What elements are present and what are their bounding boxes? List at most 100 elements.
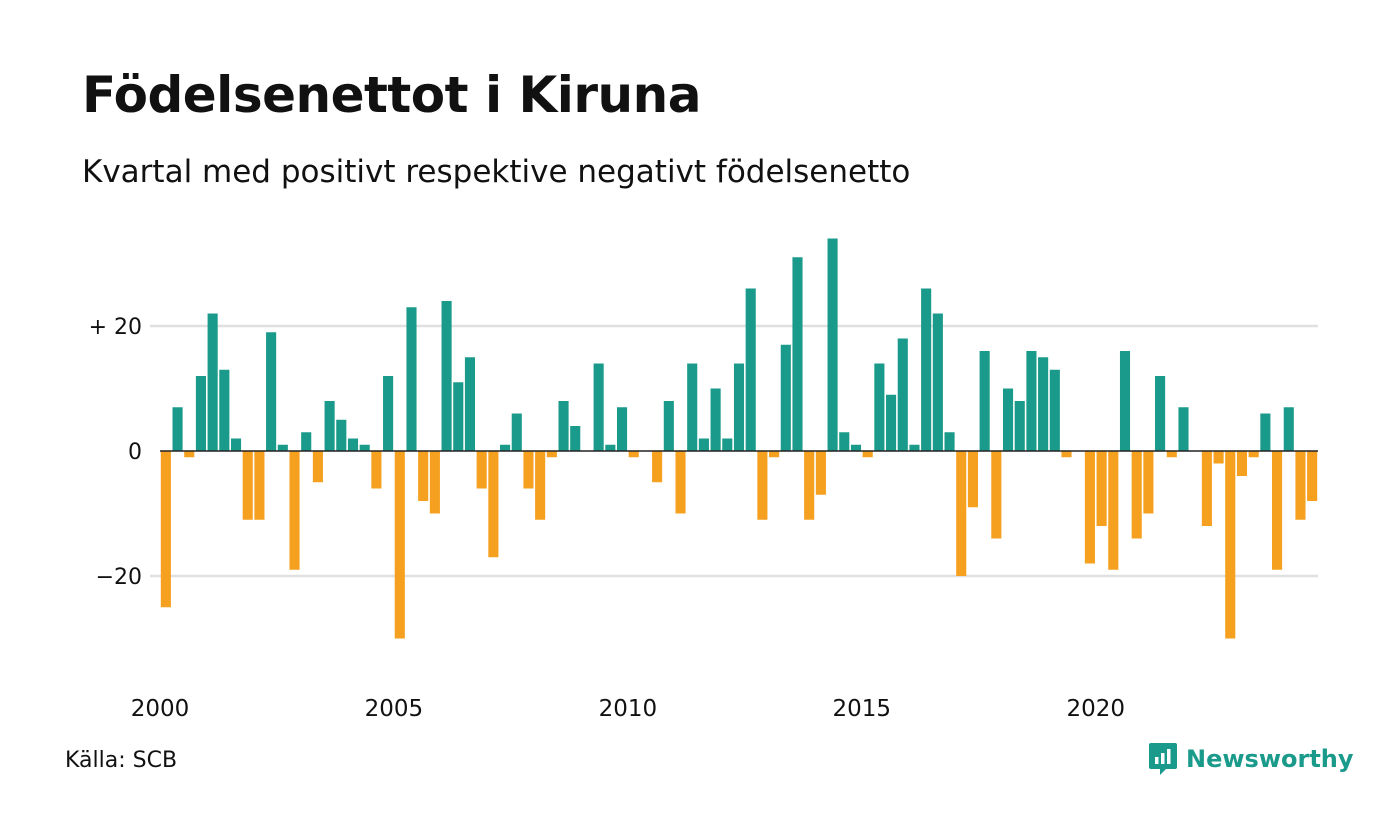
bar-negative [488, 451, 499, 558]
bar-chart: + 20 0 −20 2000 2005 2010 2015 2020 [89, 238, 1318, 722]
bar-positive [406, 307, 417, 451]
bar-negative [652, 451, 663, 483]
bar-positive [195, 376, 206, 451]
bar-negative [862, 451, 873, 458]
bar-positive [698, 438, 709, 451]
bar-positive [453, 382, 464, 451]
bar-negative [1295, 451, 1306, 520]
bar-negative [757, 451, 768, 520]
bar-positive [1049, 369, 1060, 451]
bar-positive [733, 363, 745, 451]
bar-positive [277, 444, 288, 451]
bar-positive [511, 413, 522, 451]
bar-positive [792, 257, 803, 451]
y-tick-label: + 20 [89, 315, 142, 340]
bar-positive [944, 432, 955, 451]
bar-positive [722, 438, 733, 451]
brand-logo[interactable]: Newsworthy [1148, 742, 1354, 776]
bar-positive [1283, 407, 1294, 451]
source-note: Källa: SCB [65, 748, 178, 773]
bar-positive [464, 357, 476, 451]
bar-negative [429, 451, 440, 514]
bar-positive [1119, 351, 1131, 451]
bar-positive [1038, 357, 1049, 451]
brand-name: Newsworthy [1186, 745, 1354, 773]
bar-negative [476, 451, 487, 489]
bar-negative [160, 451, 171, 608]
bar-positive [1155, 376, 1166, 451]
bar-negative [1248, 451, 1259, 458]
bar-positive [1178, 407, 1189, 451]
bar-negative [312, 451, 323, 483]
bar-negative [804, 451, 815, 520]
bar-negative [1272, 451, 1283, 570]
bar-negative [1061, 451, 1072, 458]
bar-negative [242, 451, 253, 520]
bar-negative [967, 451, 978, 508]
bar-positive [441, 301, 452, 451]
bar-negative [1166, 451, 1177, 458]
bar-negative [1108, 451, 1119, 570]
bar-positive [336, 419, 347, 451]
bar-positive [1014, 401, 1025, 451]
bar-positive [687, 363, 698, 451]
bar-positive [593, 363, 604, 451]
bar-positive [359, 444, 370, 451]
bar-positive [219, 369, 230, 451]
bar-negative [418, 451, 429, 501]
grid-lines [150, 324, 1318, 578]
bars [160, 238, 1318, 639]
bar-negative [1131, 451, 1142, 539]
bar-positive [500, 444, 511, 451]
x-axis-labels: 2000 2005 2010 2015 2020 [131, 696, 1125, 722]
bar-negative [535, 451, 546, 520]
bar-positive [663, 401, 674, 451]
bar-positive [850, 444, 862, 451]
bar-negative [289, 451, 300, 570]
bar-positive [874, 363, 885, 451]
bar-negative [1084, 451, 1095, 564]
bar-positive [172, 407, 183, 451]
bar-negative [1201, 451, 1212, 526]
chart-subtitle: Kvartal med positivt respektive negativt… [82, 154, 911, 190]
bar-positive [897, 338, 908, 451]
bar-positive [827, 238, 838, 451]
bar-positive [745, 288, 756, 451]
y-axis-labels: + 20 0 −20 [89, 315, 142, 590]
bar-negative [675, 451, 686, 514]
bar-negative [546, 451, 557, 458]
y-tick-label: 0 [128, 440, 142, 465]
bar-positive [921, 288, 932, 451]
bar-negative [1096, 451, 1107, 526]
bar-negative [1225, 451, 1236, 639]
bar-negative [184, 451, 195, 458]
y-tick-label: −20 [96, 565, 142, 590]
bar-positive [616, 407, 628, 451]
bar-positive [266, 332, 277, 451]
bar-negative [523, 451, 534, 489]
bar-positive [932, 313, 943, 451]
bar-positive [301, 432, 312, 451]
bar-positive [780, 344, 791, 451]
bar-positive [383, 376, 394, 451]
bar-positive [1002, 388, 1014, 451]
bar-negative [991, 451, 1002, 539]
bar-negative [371, 451, 382, 489]
chart-title: Födelsenettot i Kiruna [82, 66, 701, 124]
newsworthy-logo-icon [1149, 743, 1177, 775]
bar-positive [710, 388, 721, 451]
bar-negative [394, 451, 405, 639]
bar-negative [1143, 451, 1154, 514]
bar-positive [207, 313, 218, 451]
bar-negative [1213, 451, 1224, 464]
bar-positive [570, 426, 581, 451]
bar-negative [956, 451, 967, 576]
bar-positive [1260, 413, 1271, 451]
bar-positive [886, 394, 897, 451]
bar-negative [815, 451, 826, 495]
bar-negative [1236, 451, 1248, 476]
bar-negative [769, 451, 780, 458]
x-tick-label: 2005 [365, 696, 424, 722]
bar-negative [628, 451, 639, 458]
bar-positive [347, 438, 359, 451]
